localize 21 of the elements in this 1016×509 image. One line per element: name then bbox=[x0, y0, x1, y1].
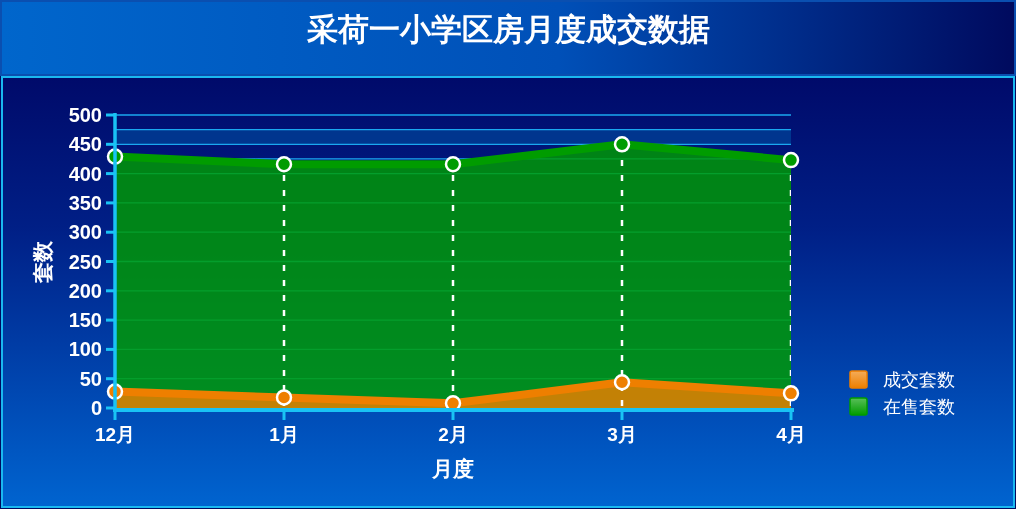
ytick: 150 bbox=[68, 309, 102, 332]
ytick: 50 bbox=[79, 367, 102, 390]
xlabel: 月度 bbox=[432, 456, 474, 481]
xtick: 2月 bbox=[438, 424, 468, 445]
xtick: 1月 bbox=[269, 424, 299, 445]
legend-label: 成交套数 bbox=[883, 370, 955, 390]
xtick: 4月 bbox=[776, 424, 806, 445]
ytick: 200 bbox=[68, 279, 102, 302]
ytick: 400 bbox=[68, 162, 102, 185]
legend-label: 在售套数 bbox=[883, 397, 955, 417]
ytick: 100 bbox=[68, 338, 102, 361]
ytick: 250 bbox=[68, 250, 102, 273]
ytick: 450 bbox=[68, 133, 102, 156]
xtick: 12月 bbox=[94, 424, 136, 445]
xtick: 3月 bbox=[607, 424, 637, 445]
ytick: 350 bbox=[68, 191, 102, 214]
ytick: 500 bbox=[68, 104, 102, 126]
ylabel: 套数 bbox=[30, 240, 55, 283]
title: 采荷一小学区房月度成交数据 bbox=[306, 11, 710, 47]
ytick: 0 bbox=[90, 397, 102, 419]
ytick: 300 bbox=[68, 221, 102, 244]
